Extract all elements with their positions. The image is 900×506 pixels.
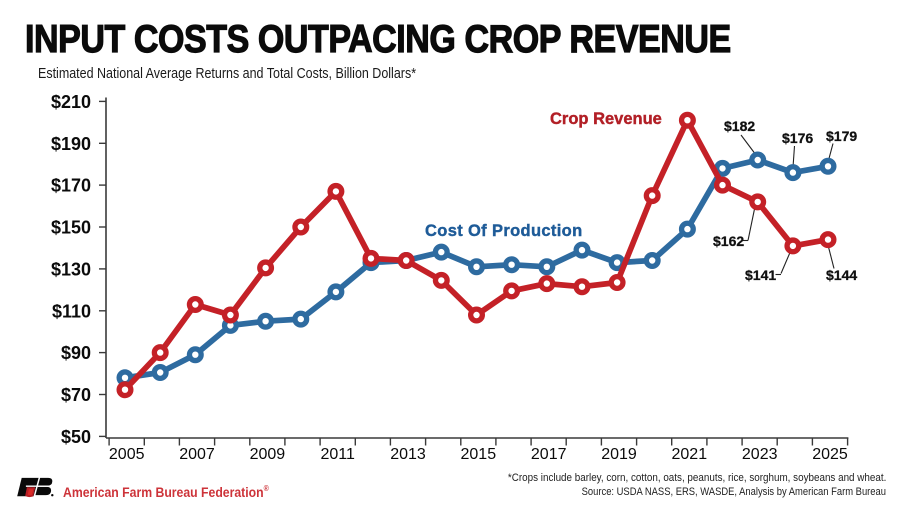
svg-text:2023: 2023 [742,446,778,463]
svg-text:2015: 2015 [461,446,497,463]
svg-text:$190: $190 [51,134,91,154]
svg-text:2013: 2013 [390,446,426,463]
svg-text:2025: 2025 [812,446,848,463]
svg-text:2019: 2019 [601,446,637,463]
svg-text:2007: 2007 [179,446,215,463]
svg-text:2011: 2011 [320,446,355,463]
svg-text:$150: $150 [51,218,91,238]
svg-text:$210: $210 [51,92,91,112]
svg-text:2021: 2021 [672,446,708,463]
svg-text:2009: 2009 [250,446,286,463]
svg-text:2005: 2005 [109,446,145,463]
svg-text:2017: 2017 [531,446,567,463]
svg-text:$130: $130 [51,259,91,279]
svg-text:$50: $50 [61,427,91,447]
svg-text:$110: $110 [52,301,91,321]
svg-text:$70: $70 [61,385,91,405]
svg-text:$90: $90 [61,343,91,363]
svg-text:$170: $170 [51,176,91,196]
